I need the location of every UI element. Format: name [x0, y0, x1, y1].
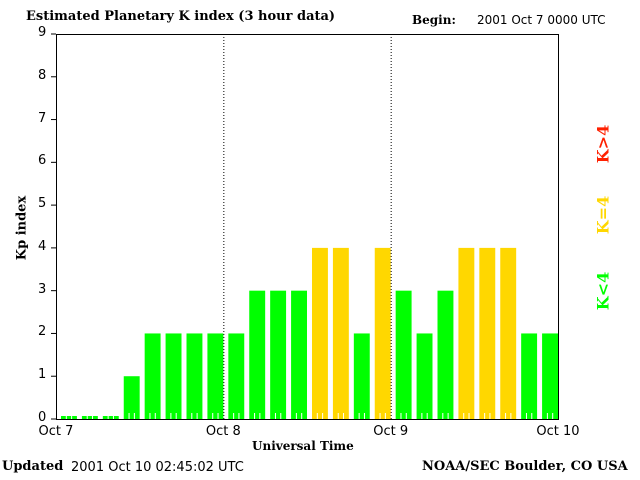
y-tick-label: 8 [38, 67, 47, 83]
plot-frame [56, 34, 559, 420]
x-tick-label: Oct 7 [38, 424, 74, 439]
kp-bar [500, 247, 517, 419]
updated-label: Updated [2, 459, 64, 474]
kp-bar [416, 333, 433, 419]
kp-bar [165, 333, 182, 419]
x-tick-label: Oct 8 [205, 424, 241, 439]
kp-bar [270, 290, 287, 419]
kp-bar [353, 333, 370, 419]
y-tick-label: 1 [38, 367, 47, 383]
kp-bar [186, 333, 203, 419]
kp-bar [291, 290, 307, 419]
kp-bar [332, 247, 349, 419]
y-tick-label: 7 [38, 110, 47, 126]
source-label: NOAA/SEC Boulder, CO USA [422, 459, 628, 474]
y-tick-label: 9 [38, 25, 47, 40]
kp-bar [144, 333, 161, 419]
kp-bar [521, 333, 538, 419]
kp-bar [437, 290, 454, 419]
kp-bar [395, 290, 412, 419]
kp-bar [312, 247, 328, 419]
y-tick-label: 0 [38, 410, 47, 425]
y-tick-label: 4 [38, 238, 47, 254]
kp-bar [207, 333, 224, 419]
kp-bar [374, 247, 391, 419]
kp-bar [249, 290, 266, 419]
y-tick-label: 6 [38, 153, 47, 169]
kp-bar [123, 376, 140, 419]
x-tick-label: Oct 9 [373, 424, 409, 439]
y-tick-label: 2 [38, 324, 47, 340]
kp-bar [102, 416, 119, 419]
kp-bar [61, 416, 77, 419]
kp-bar [479, 247, 496, 419]
y-tick-label: 5 [38, 196, 47, 212]
kp-bar [542, 333, 558, 419]
x-axis-label: Universal Time [252, 439, 354, 453]
x-tick-label: Oct 10 [536, 424, 580, 439]
kp-bar [228, 333, 245, 419]
begin-value: 2001 Oct 7 0000 UTC [477, 13, 606, 27]
chart-title: Estimated Planetary K index (3 hour data… [26, 9, 336, 24]
y-tick-label: 3 [38, 281, 47, 297]
begin-label: Begin: [412, 13, 456, 27]
kp-bar [458, 247, 475, 419]
kp-bar [81, 416, 98, 419]
updated-value: 2001 Oct 10 02:45:02 UTC [71, 460, 244, 475]
